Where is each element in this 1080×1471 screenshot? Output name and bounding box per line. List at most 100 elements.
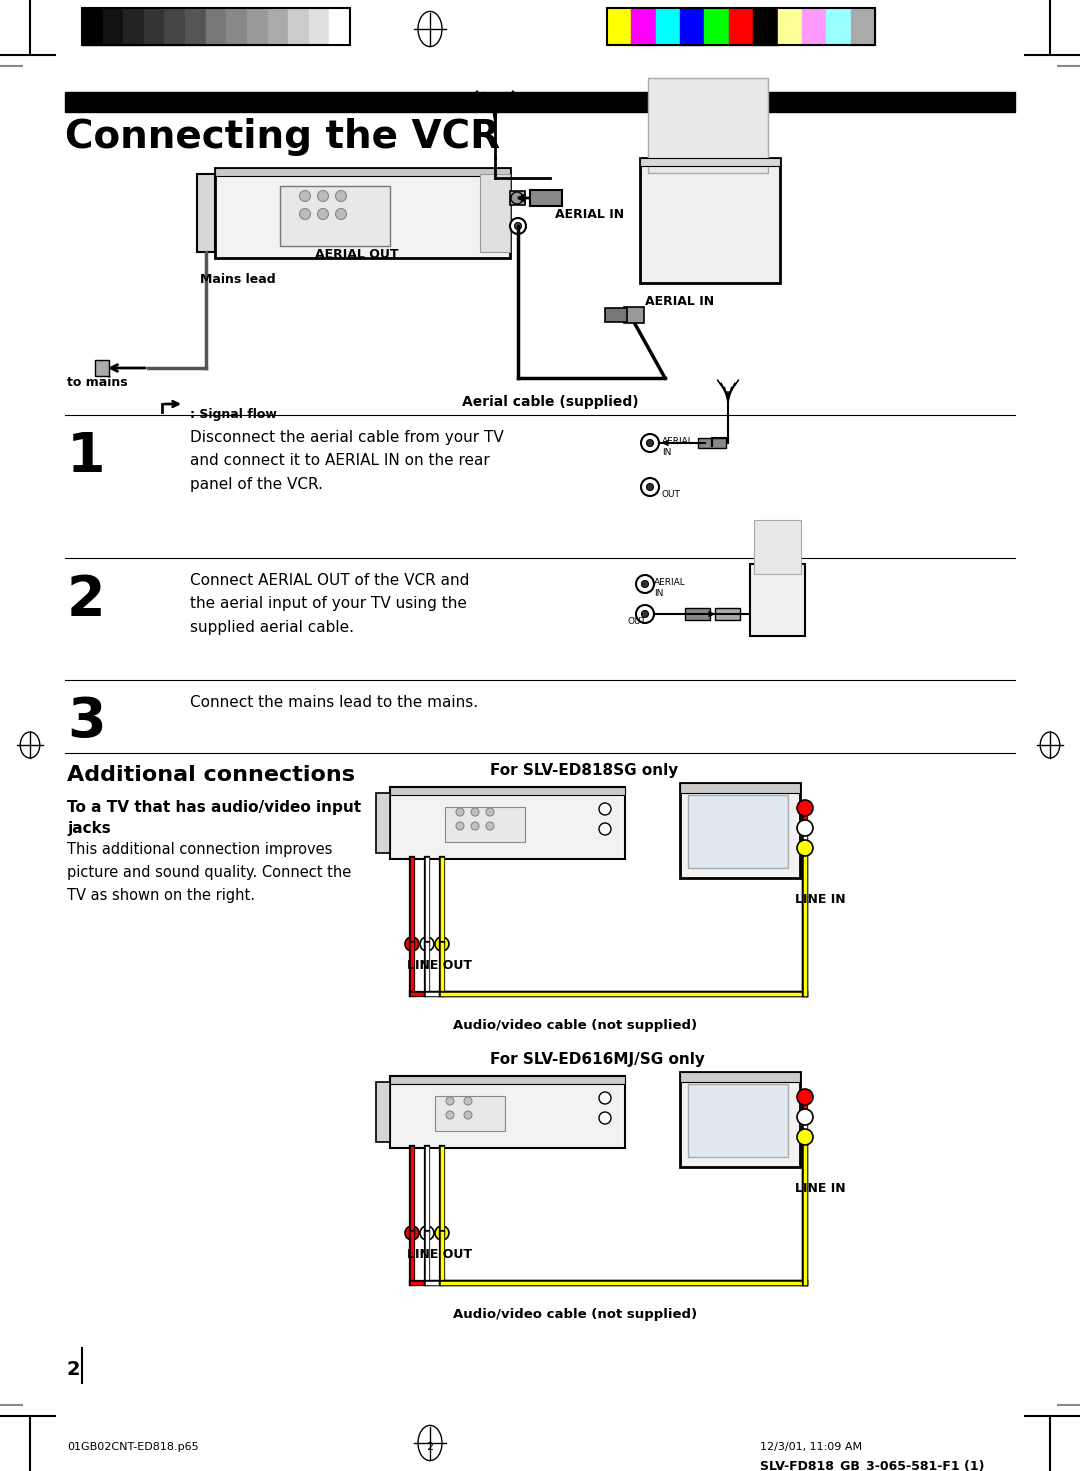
Text: LINE OUT: LINE OUT bbox=[407, 1247, 472, 1261]
Bar bbox=[680, 783, 800, 878]
Bar bbox=[826, 7, 851, 46]
Circle shape bbox=[486, 808, 494, 816]
Circle shape bbox=[486, 822, 494, 830]
Bar bbox=[390, 1075, 625, 1084]
Circle shape bbox=[435, 937, 449, 950]
Bar bbox=[685, 608, 710, 619]
Circle shape bbox=[510, 218, 526, 234]
Bar bbox=[390, 1075, 625, 1147]
Text: For SLV-ED818SG only: For SLV-ED818SG only bbox=[490, 763, 678, 778]
Text: Aerial cable (supplied): Aerial cable (supplied) bbox=[461, 396, 638, 409]
Bar bbox=[288, 7, 309, 46]
Circle shape bbox=[464, 1111, 472, 1119]
Bar bbox=[103, 7, 123, 46]
Circle shape bbox=[405, 937, 419, 950]
Bar bbox=[82, 7, 350, 46]
Circle shape bbox=[405, 1225, 419, 1240]
Circle shape bbox=[797, 1109, 813, 1125]
Bar bbox=[376, 1083, 390, 1141]
Bar bbox=[688, 794, 788, 868]
Bar bbox=[215, 168, 510, 177]
Circle shape bbox=[299, 209, 311, 219]
Bar bbox=[164, 7, 185, 46]
Bar bbox=[680, 1072, 800, 1083]
Bar bbox=[82, 7, 103, 46]
Circle shape bbox=[471, 808, 480, 816]
Text: Connect the mains lead to the mains.: Connect the mains lead to the mains. bbox=[190, 694, 478, 710]
Circle shape bbox=[797, 800, 813, 816]
Circle shape bbox=[464, 1097, 472, 1105]
Circle shape bbox=[435, 1225, 449, 1240]
Bar bbox=[309, 7, 329, 46]
Bar bbox=[390, 787, 625, 859]
Bar bbox=[656, 7, 680, 46]
Text: 2: 2 bbox=[67, 1361, 81, 1378]
Text: 3: 3 bbox=[67, 694, 106, 749]
Bar bbox=[268, 7, 288, 46]
Bar bbox=[390, 787, 625, 794]
Text: 2: 2 bbox=[427, 1442, 433, 1452]
Circle shape bbox=[599, 803, 611, 815]
Text: LINE IN: LINE IN bbox=[795, 893, 846, 906]
Text: 12/3/01, 11:09 AM: 12/3/01, 11:09 AM bbox=[760, 1442, 862, 1452]
Text: LINE IN: LINE IN bbox=[795, 1183, 846, 1194]
Bar bbox=[750, 563, 805, 635]
Bar bbox=[680, 7, 704, 46]
Bar bbox=[754, 521, 801, 574]
Bar bbox=[753, 7, 778, 46]
Text: AERIAL: AERIAL bbox=[662, 437, 693, 446]
Bar bbox=[445, 808, 525, 841]
Bar bbox=[778, 7, 802, 46]
Text: Mains lead: Mains lead bbox=[200, 274, 275, 285]
Circle shape bbox=[514, 222, 522, 229]
Circle shape bbox=[456, 808, 464, 816]
Text: AERIAL IN: AERIAL IN bbox=[645, 296, 714, 307]
Circle shape bbox=[797, 819, 813, 836]
Bar bbox=[329, 7, 350, 46]
Text: Audio/video cable (not supplied): Audio/video cable (not supplied) bbox=[453, 1019, 697, 1033]
Text: AERIAL: AERIAL bbox=[654, 578, 686, 587]
Text: 01GB02CNT-ED818.p65: 01GB02CNT-ED818.p65 bbox=[67, 1442, 199, 1452]
Text: SLV-FD818_GB_3-065-581-F1 (1): SLV-FD818_GB_3-065-581-F1 (1) bbox=[760, 1461, 985, 1471]
Text: : Signal flow: : Signal flow bbox=[190, 407, 276, 421]
Circle shape bbox=[446, 1111, 454, 1119]
Bar bbox=[632, 7, 656, 46]
Bar bbox=[123, 7, 144, 46]
Bar bbox=[197, 174, 215, 252]
Text: LINE OUT: LINE OUT bbox=[407, 959, 472, 972]
Bar bbox=[205, 7, 227, 46]
Circle shape bbox=[599, 1091, 611, 1105]
Circle shape bbox=[318, 191, 328, 202]
Text: Audio/video cable (not supplied): Audio/video cable (not supplied) bbox=[453, 1308, 697, 1321]
Circle shape bbox=[318, 209, 328, 219]
Text: AERIAL IN: AERIAL IN bbox=[555, 207, 624, 221]
Text: 2: 2 bbox=[67, 574, 106, 627]
Circle shape bbox=[471, 822, 480, 830]
Bar bbox=[640, 157, 780, 166]
Bar bbox=[480, 174, 510, 252]
Text: to mains: to mains bbox=[67, 377, 127, 388]
Text: Additional connections: Additional connections bbox=[67, 765, 355, 786]
Bar bbox=[215, 168, 510, 257]
Circle shape bbox=[336, 191, 347, 202]
Circle shape bbox=[299, 191, 311, 202]
Bar bbox=[851, 7, 875, 46]
Bar bbox=[715, 608, 740, 619]
Circle shape bbox=[797, 1089, 813, 1105]
Circle shape bbox=[446, 1097, 454, 1105]
Bar bbox=[227, 7, 247, 46]
Circle shape bbox=[336, 209, 347, 219]
Text: Connect AERIAL OUT of the VCR and
the aerial input of your TV using the
supplied: Connect AERIAL OUT of the VCR and the ae… bbox=[190, 574, 470, 635]
Text: IN: IN bbox=[654, 588, 663, 599]
Circle shape bbox=[599, 822, 611, 836]
Text: Connecting the VCR: Connecting the VCR bbox=[65, 118, 500, 156]
Circle shape bbox=[636, 575, 654, 593]
Circle shape bbox=[420, 937, 434, 950]
Circle shape bbox=[642, 478, 659, 496]
Circle shape bbox=[797, 1130, 813, 1144]
Text: IN: IN bbox=[662, 449, 672, 457]
Bar bbox=[185, 7, 205, 46]
Bar bbox=[607, 7, 632, 46]
Text: Disconnect the aerial cable from your TV
and connect it to AERIAL IN on the rear: Disconnect the aerial cable from your TV… bbox=[190, 430, 503, 491]
Bar bbox=[729, 7, 753, 46]
